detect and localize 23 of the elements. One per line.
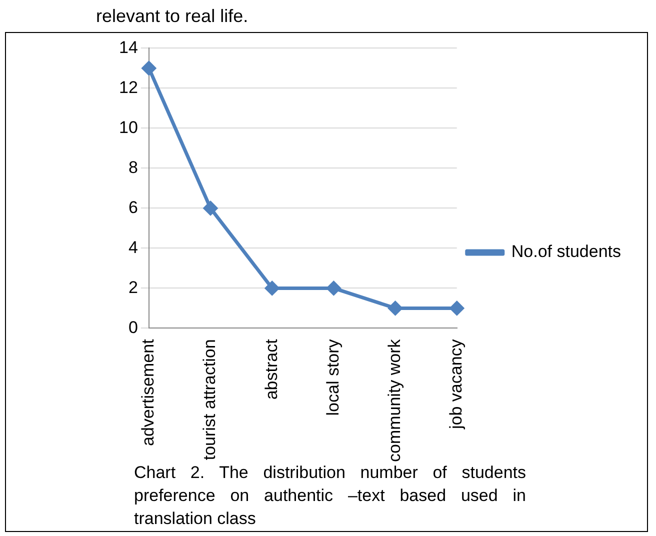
point <box>449 300 464 316</box>
x-tick-label: community work <box>384 338 404 462</box>
y-tick-label: 2 <box>128 278 138 297</box>
y-tick-label: 12 <box>118 78 138 97</box>
y-tick-label: 10 <box>118 118 138 137</box>
point <box>203 200 218 216</box>
y-tick-label: 14 <box>118 38 138 57</box>
y-tick-label: 6 <box>128 198 138 217</box>
x-tick-label: local story <box>323 338 342 416</box>
x-tick-label: tourist attraction <box>200 339 220 460</box>
point <box>141 60 156 76</box>
x-tick-label: job vacancy <box>446 338 466 430</box>
point <box>388 300 403 316</box>
x-tick-label: advertisement <box>138 338 158 446</box>
legend-label: No.of students <box>511 242 622 262</box>
point <box>326 280 342 296</box>
y-tick-label: 8 <box>128 158 138 177</box>
text: relevant to real life. <box>96 6 248 27</box>
y-tick-label: 4 <box>128 238 138 257</box>
x-tick-label: abstract <box>262 338 281 400</box>
point <box>264 280 280 296</box>
caption: Chart 2. The distribution number of students preference on authentic –text based used in translation class <box>134 462 526 530</box>
y-tick-label: 0 <box>128 318 138 337</box>
